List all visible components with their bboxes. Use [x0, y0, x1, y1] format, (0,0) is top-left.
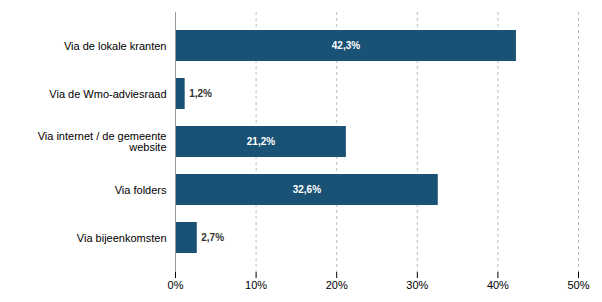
svg-text:Via internet / de gemeentewebs: Via internet / de gemeentewebsite — [38, 130, 167, 153]
svg-text:10%: 10% — [245, 279, 267, 291]
svg-text:Via de Wmo-adviesraad: Via de Wmo-adviesraad — [49, 88, 166, 100]
svg-text:1,2%: 1,2% — [189, 88, 212, 99]
svg-text:2,7%: 2,7% — [201, 232, 224, 243]
svg-text:Via bijeenkomsten: Via bijeenkomsten — [77, 232, 167, 244]
svg-text:40%: 40% — [487, 279, 509, 291]
svg-text:Via de lokale kranten: Via de lokale kranten — [64, 40, 167, 52]
svg-text:50%: 50% — [567, 279, 589, 291]
svg-text:20%: 20% — [326, 279, 348, 291]
svg-text:Via folders: Via folders — [115, 184, 167, 196]
svg-text:0%: 0% — [168, 279, 184, 291]
svg-text:30%: 30% — [406, 279, 428, 291]
svg-text:42,3%: 42,3% — [332, 40, 360, 51]
svg-text:32,6%: 32,6% — [293, 184, 321, 195]
svg-text:21,2%: 21,2% — [247, 136, 275, 147]
